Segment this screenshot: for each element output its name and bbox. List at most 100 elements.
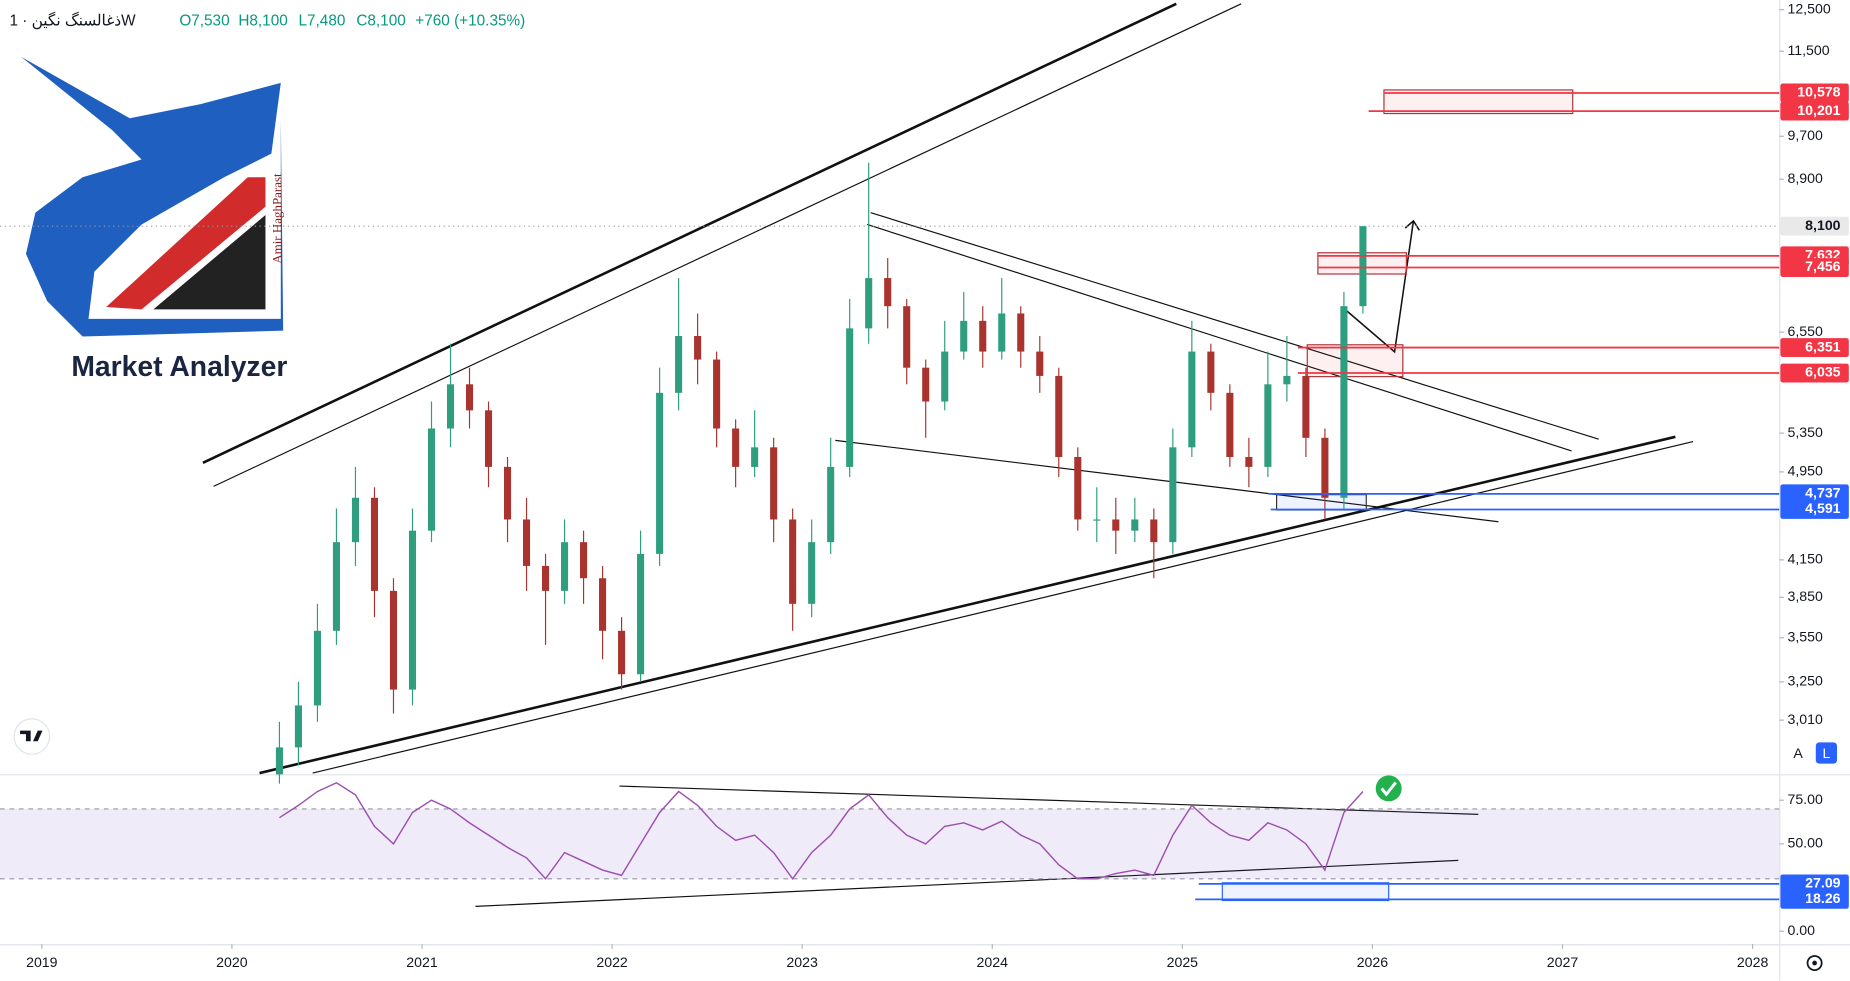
button[interactable] [1787, 742, 1809, 764]
trendline [835, 439, 1499, 523]
candle-body [427, 428, 436, 531]
candle-body [275, 747, 283, 775]
candle-body [561, 542, 569, 591]
candle-body [294, 705, 302, 748]
candle-body [1207, 351, 1215, 393]
projection-arrow [1344, 220, 1415, 354]
level-label-bg [1780, 258, 1849, 277]
x-tick-label: 2019 [26, 954, 58, 970]
candle-body [713, 359, 721, 429]
ohlc-change: +760 (+10.35%) [415, 13, 525, 30]
candle-body [865, 278, 873, 329]
trendline [870, 212, 1599, 440]
level-label: 6,351 [1805, 338, 1841, 354]
logo-stripe [106, 177, 266, 310]
tv-logo [13, 718, 51, 755]
trendline [202, 2, 1177, 464]
candle-body [1017, 313, 1025, 352]
level-label: 10,578 [1797, 84, 1840, 100]
candle-body [1074, 457, 1082, 520]
scale-buttons: A L [1787, 742, 1838, 764]
level-label-bg [1780, 216, 1849, 236]
candle-body [979, 320, 987, 352]
candle-body [656, 392, 664, 554]
candle-body [465, 384, 474, 411]
button-label[interactable]: A [1793, 745, 1803, 761]
trendline [259, 435, 1676, 775]
level-label-bg [1780, 500, 1849, 519]
level-label: 4,591 [1805, 500, 1841, 516]
settings-icon[interactable] [1806, 955, 1823, 971]
candle-body [637, 553, 645, 675]
candle-body [1169, 447, 1177, 543]
y-tick-label: 75.00 [1787, 791, 1823, 807]
candle-body [694, 335, 702, 360]
candle-body [1340, 306, 1348, 498]
level-label-bg [1780, 484, 1849, 504]
candle-body [922, 367, 930, 402]
gear-hub[interactable] [1812, 960, 1817, 966]
y-tick-label: 11,500 [1787, 42, 1829, 58]
y-tick-label: 6,550 [1787, 323, 1823, 339]
ohlc-close: C8,100 [356, 13, 405, 30]
candle-body [1131, 519, 1139, 531]
y-tick-label: 5,350 [1787, 424, 1823, 440]
candle-body [846, 328, 854, 467]
ohlc-low: L7,480 [299, 13, 346, 30]
level-label: 7,456 [1805, 258, 1841, 274]
trendline [867, 223, 1572, 452]
rsi-zone [1221, 882, 1390, 902]
candle-body [1150, 519, 1158, 543]
candle-body [389, 590, 398, 690]
candle-body [542, 565, 550, 591]
logo-brand: Market Analyzer [71, 350, 287, 382]
candle-body [446, 384, 455, 429]
candle-body [484, 410, 493, 467]
candle-body [522, 519, 531, 566]
logo-shape [21, 56, 284, 337]
candle-body [751, 447, 759, 467]
y-tick-label: 3,850 [1787, 588, 1823, 604]
button-label[interactable]: L [1822, 745, 1830, 761]
candle-body [941, 351, 949, 402]
candle-body [1359, 226, 1367, 307]
level-label: 10,201 [1797, 102, 1840, 118]
candle-body [1264, 384, 1272, 467]
candle-body [903, 306, 911, 368]
candle-body [599, 578, 607, 631]
candle-body [770, 447, 778, 520]
candle-body [1245, 457, 1253, 467]
candle-body [618, 630, 626, 675]
x-tick-label: 2022 [596, 954, 628, 970]
candle-body [332, 542, 340, 631]
check-icon [1375, 775, 1402, 802]
level-label: 18.26 [1805, 890, 1841, 906]
gear[interactable] [1806, 955, 1823, 971]
candle-body [1036, 351, 1044, 376]
x-tick-label: 2026 [1357, 954, 1389, 970]
y-tick-label: 4,150 [1787, 551, 1823, 567]
level-label-bg [1780, 101, 1849, 121]
candle-body [675, 335, 683, 393]
header: ذغالسنگ نگین · 1W O7,530 H8,100 L7,480 C… [9, 12, 525, 30]
trendline [312, 440, 1694, 774]
y-tick-label: 3,250 [1787, 673, 1823, 689]
button[interactable] [1815, 742, 1838, 764]
check-mark [1380, 781, 1397, 797]
candle-body [960, 320, 968, 352]
x-tick-label: 2020 [216, 954, 248, 970]
candle-body [370, 497, 379, 591]
ohlc-high: H8,100 [238, 13, 287, 30]
y-tick-label: 12,500 [1787, 0, 1830, 16]
candle-body [408, 530, 417, 690]
x-tick-label: 2025 [1167, 954, 1199, 970]
logo: Market Analyzer Amir HaghParast [21, 56, 287, 382]
level-label: 27.09 [1805, 875, 1841, 891]
trendline [213, 3, 1242, 487]
symbol: ذغالسنگ نگین · 1W [9, 12, 136, 30]
